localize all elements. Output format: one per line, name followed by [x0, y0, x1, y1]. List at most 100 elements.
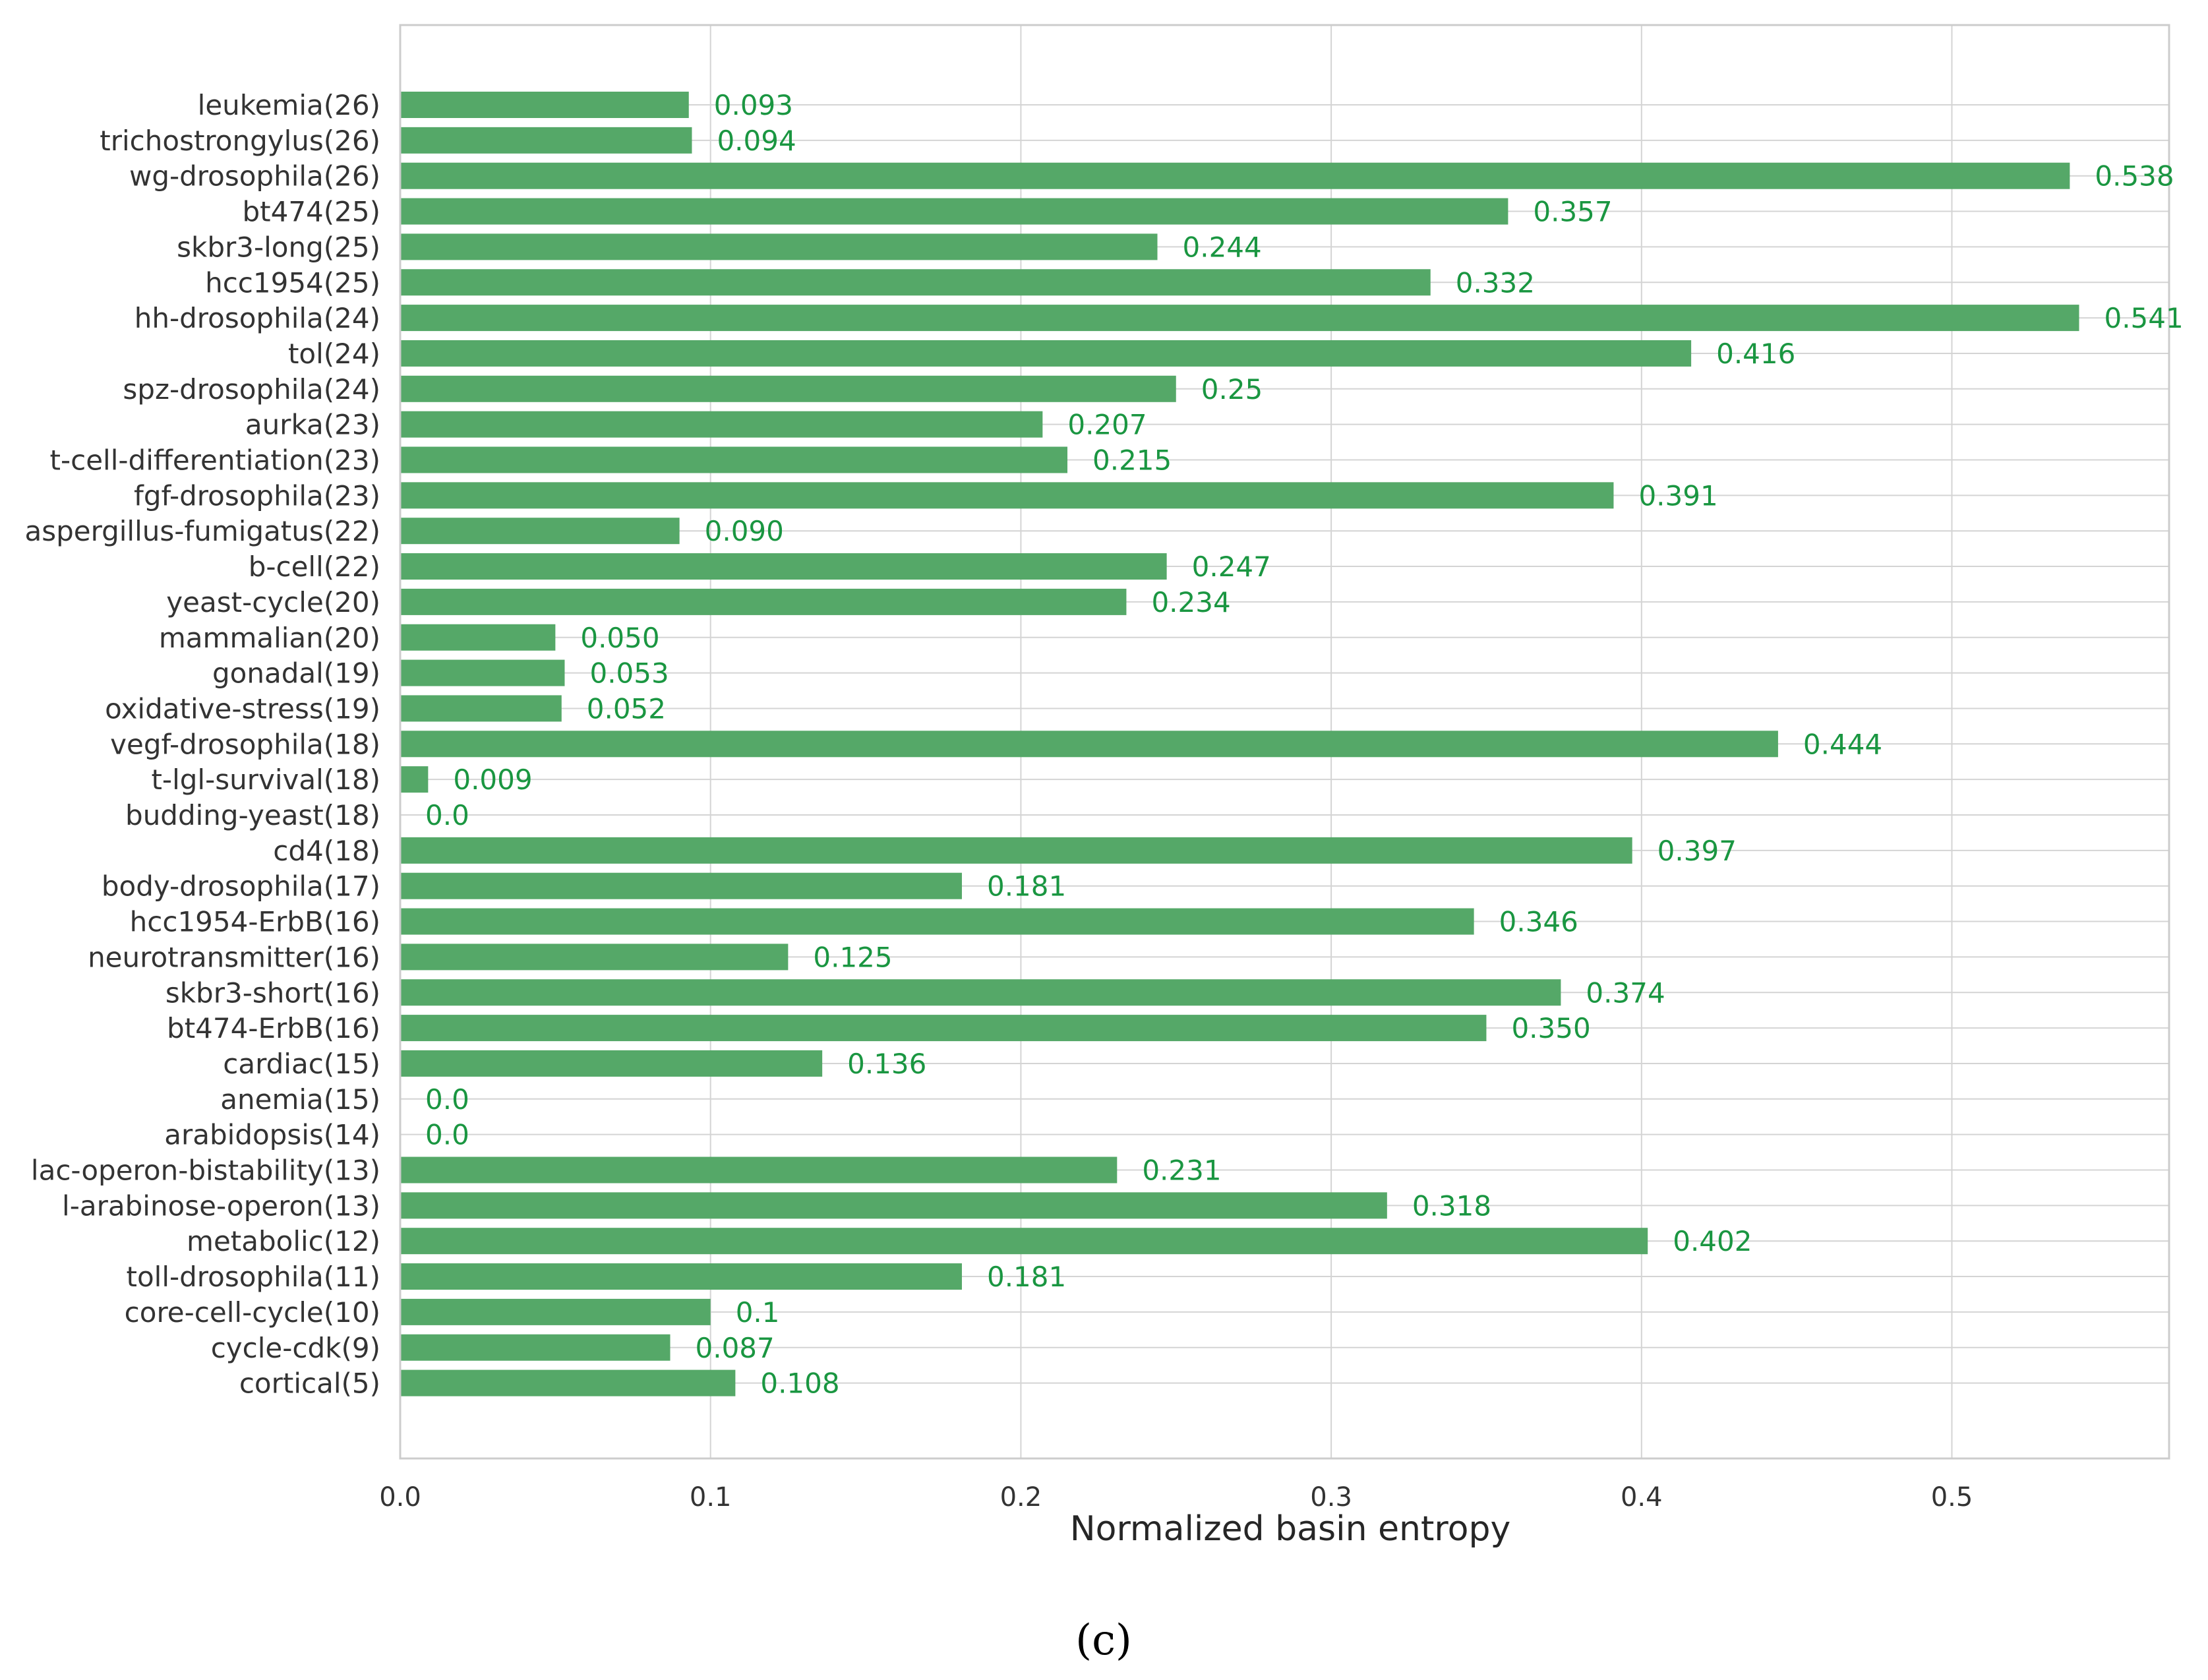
category-label: cortical(5)	[239, 1367, 380, 1400]
value-label: 0.25	[1201, 373, 1263, 405]
category-label: arabidopsis(14)	[164, 1119, 380, 1151]
value-label: 0.357	[1533, 196, 1612, 228]
x-tick-label: 0.5	[1931, 1482, 1973, 1513]
bar	[400, 518, 680, 545]
category-label: budding-yeast(18)	[125, 799, 380, 831]
category-label: bt474-ErbB(16)	[167, 1012, 380, 1044]
value-label: 0.053	[589, 657, 669, 690]
bar	[400, 979, 1561, 1006]
value-label: 0.0	[425, 1083, 469, 1116]
category-label: anemia(15)	[220, 1083, 380, 1116]
category-label: tol(24)	[288, 338, 380, 370]
value-label: 0.346	[1499, 906, 1578, 938]
bar	[400, 944, 789, 971]
value-label: 0.444	[1803, 728, 1882, 760]
bar	[400, 659, 565, 686]
bar	[400, 340, 1692, 367]
value-label: 0.416	[1716, 338, 1795, 370]
category-label: leukemia(26)	[198, 89, 380, 121]
value-label: 0.108	[760, 1367, 839, 1400]
bar	[400, 1192, 1387, 1219]
value-label: 0.247	[1192, 551, 1271, 583]
bar	[400, 731, 1778, 758]
category-label: skbr3-short(16)	[165, 976, 380, 1009]
value-label: 0.0	[425, 1119, 469, 1151]
bar	[400, 766, 429, 793]
bar	[400, 1015, 1487, 1042]
value-label: 0.181	[987, 1261, 1066, 1293]
bar	[400, 305, 2079, 332]
value-label: 0.207	[1067, 409, 1147, 441]
bar	[400, 837, 1632, 864]
bar	[400, 375, 1176, 402]
bar	[400, 1228, 1648, 1255]
bar	[400, 269, 1431, 296]
category-label: lac-operon-bistability(13)	[31, 1155, 380, 1187]
value-label: 0.318	[1412, 1189, 1491, 1222]
value-label: 0.125	[813, 941, 892, 973]
x-tick-label: 0.0	[379, 1482, 421, 1513]
bar	[400, 1050, 823, 1077]
value-label: 0.350	[1511, 1012, 1590, 1044]
value-label: 0.234	[1151, 586, 1230, 618]
bar	[400, 1298, 711, 1325]
category-label: mammalian(20)	[159, 622, 380, 654]
category-label: hh-drosophila(24)	[134, 302, 380, 334]
bar	[400, 92, 689, 118]
category-label: fgf-drosophila(23)	[134, 479, 380, 512]
category-label: hcc1954(25)	[205, 266, 380, 299]
category-label: hcc1954-ErbB(16)	[130, 906, 380, 938]
category-label: vegf-drosophila(18)	[110, 728, 380, 760]
bar	[400, 411, 1043, 438]
bar	[400, 446, 1068, 473]
plot-frame	[399, 24, 2170, 1460]
value-label: 0.052	[587, 692, 666, 725]
value-label: 0.231	[1142, 1155, 1221, 1187]
value-label: 0.402	[1673, 1225, 1752, 1257]
bars	[400, 92, 2079, 1396]
category-label: skbr3-long(25)	[177, 231, 380, 263]
x-tick-label: 0.4	[1621, 1482, 1663, 1513]
bar	[400, 695, 562, 722]
value-label: 0.090	[705, 515, 784, 547]
bar	[400, 872, 962, 899]
value-label: 0.391	[1638, 479, 1717, 512]
bar	[400, 624, 556, 651]
value-label: 0.541	[2104, 302, 2183, 334]
bar	[400, 588, 1127, 615]
category-label: aspergillus-fumigatus(22)	[24, 515, 380, 547]
x-tick-label: 0.2	[1000, 1482, 1042, 1513]
bar	[400, 908, 1474, 935]
category-label: core-cell-cycle(10)	[125, 1296, 380, 1329]
bar	[400, 1369, 736, 1396]
category-label: toll-drosophila(11)	[126, 1261, 380, 1293]
value-label: 0.1	[736, 1296, 780, 1329]
category-label: cycle-cdk(9)	[211, 1332, 380, 1364]
category-label: cd4(18)	[273, 835, 380, 867]
category-label: aurka(23)	[245, 409, 380, 441]
value-label: 0.244	[1183, 231, 1262, 263]
category-label: yeast-cycle(20)	[166, 586, 380, 618]
value-label: 0.215	[1092, 444, 1172, 477]
bar	[400, 198, 1508, 225]
value-label: 0.094	[717, 125, 796, 157]
category-label: cardiac(15)	[223, 1048, 380, 1080]
bar	[400, 127, 692, 154]
category-label: neurotransmitter(16)	[88, 941, 380, 973]
category-label: gonadal(19)	[212, 657, 380, 690]
value-label: 0.181	[987, 870, 1066, 903]
value-label: 0.093	[714, 89, 793, 121]
x-tick-label: 0.3	[1310, 1482, 1352, 1513]
value-label: 0.009	[453, 764, 532, 796]
panel-label: (c)	[1075, 1616, 1132, 1665]
value-label: 0.050	[580, 622, 659, 654]
bar	[400, 1334, 671, 1361]
bar	[400, 233, 1158, 260]
bar	[400, 553, 1167, 580]
category-label: trichostrongylus(26)	[100, 125, 380, 157]
value-label: 0.136	[847, 1048, 926, 1080]
bar	[400, 482, 1614, 509]
value-label: 0.087	[696, 1332, 775, 1364]
category-label: b-cell(22)	[249, 551, 380, 583]
